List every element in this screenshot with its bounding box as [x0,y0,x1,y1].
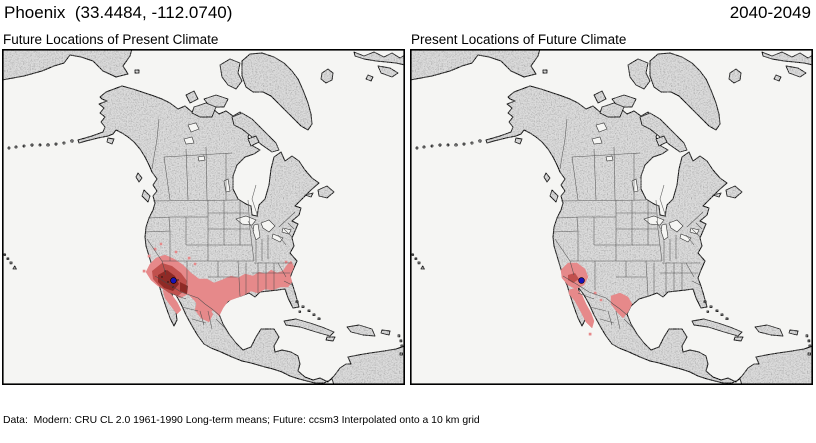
attribution: Data: Modern: CRU CL 2.0 1961-1990 Long-… [3,388,751,443]
period-label: 2040-2049 [729,3,811,22]
phoenix-marker [170,277,177,284]
analog-region-overlay-left [142,242,295,323]
attribution-data-line: Data: Modern: CRU CL 2.0 1961-1990 Long-… [3,415,480,427]
left-panel-title: Future Locations of Present Climate [3,32,219,47]
right-panel-title: Present Locations of Future Climate [411,32,627,47]
phoenix-marker [578,277,585,284]
map-future-locations-of-present-climate [2,49,405,385]
figure-title: Phoenix (33.4484, -112.0740) [4,3,233,22]
map-present-locations-of-future-climate [410,49,813,385]
